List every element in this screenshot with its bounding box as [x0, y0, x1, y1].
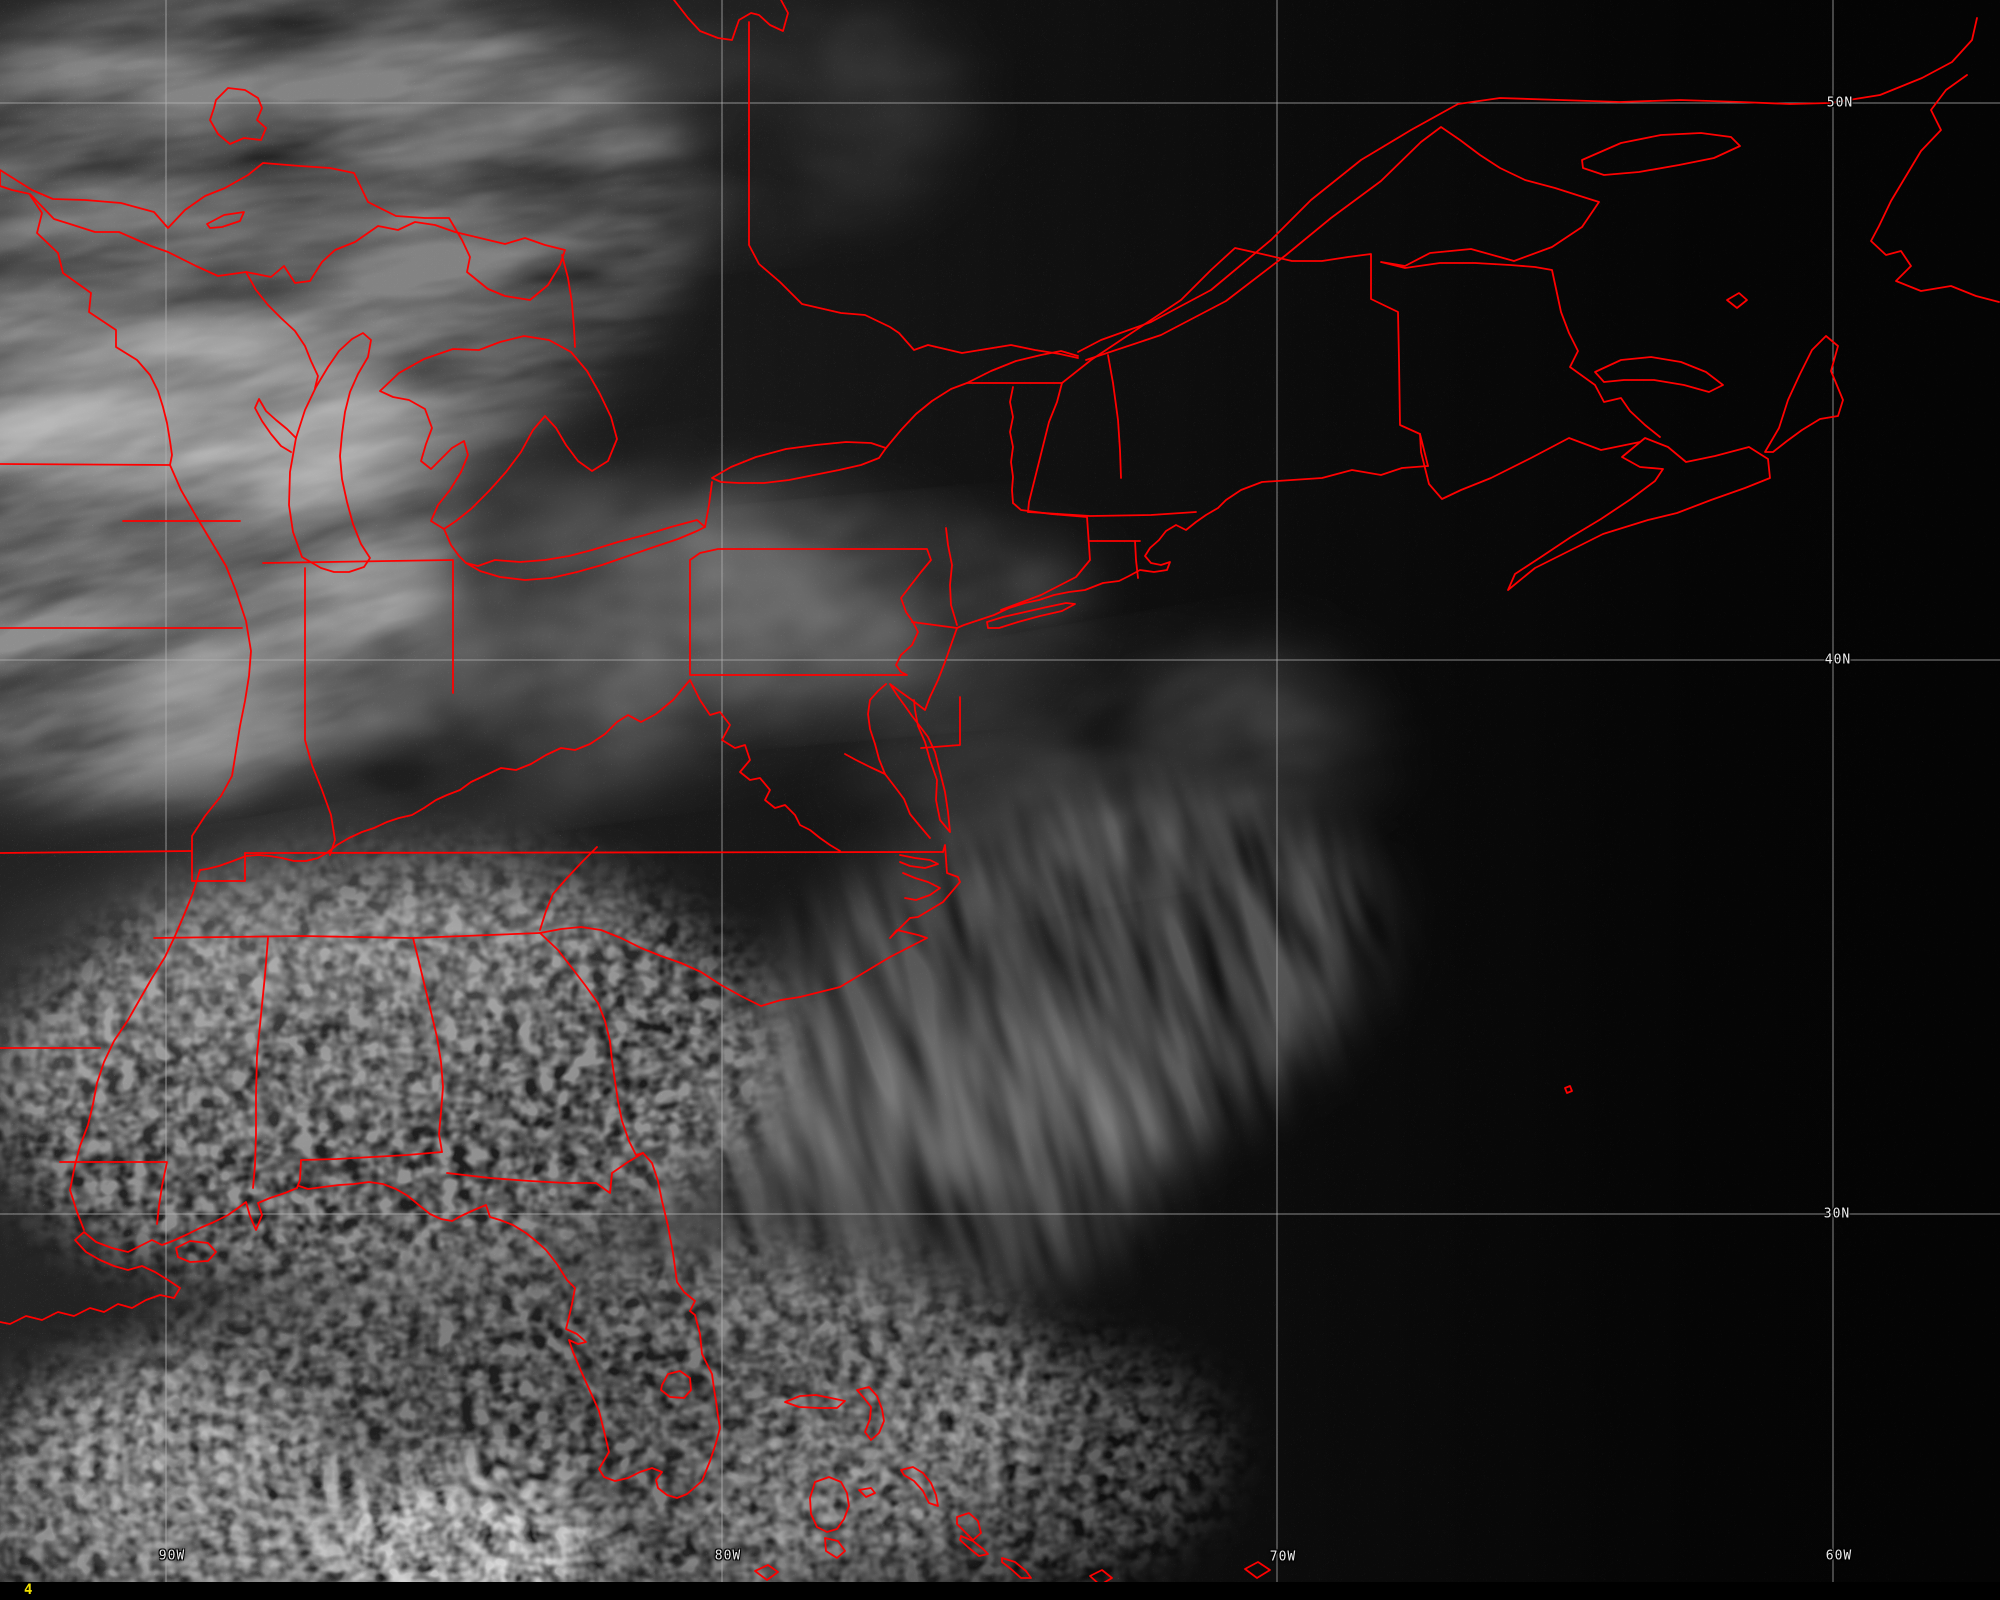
boundary-tn-south-35n	[153, 932, 541, 939]
boundary-cay-sal-bank	[754, 1564, 779, 1581]
boundary-lake-pontchartrain	[175, 1240, 217, 1263]
grid-label-90W: 90W	[158, 1548, 186, 1564]
grid-label-60W: 60W	[1825, 1548, 1853, 1564]
boundary-hudson-river	[945, 527, 958, 626]
caption-bar: 4 GOES-19 0.64 BAND 2NOV 19 2025 21:30 Z…	[0, 1582, 2000, 1600]
boundary-james-bay	[673, 0, 789, 41]
boundary-cat-island	[956, 1512, 982, 1541]
grid-label-40N: 40N	[1824, 652, 1852, 668]
boundary-fl-ga-border	[446, 1152, 644, 1194]
boundary-vt-nh-border	[1027, 382, 1063, 513]
boundary-ms-la-31n-pearl	[59, 1161, 168, 1225]
boundary-florida	[298, 1152, 721, 1499]
boundary-mississippi-lower	[69, 869, 201, 1231]
boundary-nb-fundy-coast	[1419, 433, 1641, 500]
boundary-al-fl-border	[296, 1151, 443, 1189]
boundary-cape-breton	[1764, 335, 1844, 453]
boundary-new-providence	[858, 1487, 876, 1498]
boundary-anticosti-island	[1581, 132, 1741, 176]
grid-label-70W: 70W	[1269, 1549, 1297, 1565]
boundary-eleuthera	[900, 1466, 939, 1507]
boundary-outer-banks	[909, 844, 961, 919]
boundary-potomac	[844, 753, 886, 775]
boundary-iles-madeleine	[1726, 292, 1748, 309]
cloud-southeast-cumulus	[0, 868, 769, 1292]
boundary-long-island	[986, 602, 1076, 629]
frame-number: 4	[24, 1582, 33, 1598]
cloud-imagery-layer	[0, 0, 1387, 1600]
boundary-mi-south-border	[262, 559, 454, 564]
boundary-ma-north-border	[1027, 511, 1197, 517]
boundary-albemarle-sound	[899, 854, 939, 869]
boundary-st-lawrence-north-shore	[1077, 17, 1978, 353]
boundary-il-in-wabash	[304, 567, 336, 856]
boundary-ohio-river	[199, 679, 691, 871]
grid-label-80W: 80W	[714, 1548, 742, 1564]
boundary-ottawa-river-on-qc	[748, 21, 1079, 359]
cloud-offshore-ne-haze	[853, 641, 1387, 879]
cloud-pa-md-pale-swath	[570, 522, 1090, 718]
boundary-turks-bank-1	[1244, 1561, 1271, 1579]
grid-label-30N: 30N	[1823, 1206, 1851, 1222]
boundary-mn-ia-border	[0, 463, 171, 466]
boundary-nc-sc-border	[539, 926, 801, 1007]
boundary-lake-ontario	[711, 441, 887, 484]
boundary-maine-north-border	[1061, 247, 1429, 467]
boundary-lake-nipigon	[209, 87, 267, 145]
boundary-nova-scotia	[1507, 437, 1771, 591]
boundary-chesapeake-west-shore	[867, 683, 931, 839]
boundary-st-lawrence-south-gaspe	[1085, 126, 1661, 438]
boundary-al-ms-border	[252, 937, 269, 1189]
cloud-quebec-wisps	[430, 0, 970, 242]
boundary-bermuda	[1564, 1085, 1573, 1094]
boundary-prince-edward-island	[1594, 356, 1724, 393]
caption-text: GOES-19 0.64 BAND 2NOV 19 2025 21:30 ZNA…	[0, 1582, 2000, 1600]
boundary-newfoundland-west	[1870, 74, 2000, 303]
boundary-lake-huron	[379, 335, 618, 530]
boundary-isle-royale	[206, 211, 245, 229]
boundary-lake-champlain-ny-vt	[1009, 386, 1014, 504]
boundary-delaware-md-border	[920, 696, 961, 749]
boundary-wi-mi-up-border	[245, 271, 319, 389]
boundary-nj-delmarva-coast	[889, 627, 958, 833]
boundary-lake-okeechobee	[660, 1370, 692, 1399]
boundary-st-clair-detroit	[443, 528, 467, 564]
boundary-andros	[809, 1476, 850, 1533]
boundary-nh-me-border	[1107, 354, 1122, 479]
boundary-ny-ma-ct-border	[1000, 502, 1091, 611]
boundary-mississippi-upper	[29, 194, 252, 882]
boundary-maine-new-england-coast	[956, 465, 1429, 629]
boundary-mo-ar-border	[0, 850, 193, 854]
boundary-lake-superior	[0, 162, 566, 301]
cloud-bahamas-speckle	[682, 1345, 1218, 1600]
boundary-grand-bahama	[784, 1394, 846, 1409]
boundary-pennsylvania	[689, 548, 932, 676]
boundary-long-island-bahamas	[1001, 1557, 1032, 1579]
boundary-exuma	[959, 1535, 989, 1557]
boundary-pamlico-sound	[902, 872, 941, 901]
boundary-sc-ga-savannah	[539, 932, 644, 1156]
cloud-bright-blob-sw-fl	[310, 1465, 610, 1600]
cloud-atlantic-streets-2	[617, 1016, 1183, 1344]
cloud-gulf-left-cumulus	[0, 1360, 350, 1600]
boundary-ga-al-border	[412, 937, 444, 1153]
boundary-wv-va-appalachian	[689, 679, 841, 852]
boundary-nj-ny-border	[911, 621, 958, 629]
boundary-st-marys-river	[561, 254, 576, 348]
boundary-green-bay	[254, 398, 297, 453]
boundary-nc-coast-south	[799, 917, 928, 998]
boundary-gulf-coast	[139, 1187, 298, 1247]
boundary-ct-ri-border	[1134, 540, 1139, 579]
boundary-tn-nc-diagonal	[539, 846, 598, 931]
boundary-lake-michigan	[288, 332, 372, 573]
boundary-la-coast-delta	[0, 1231, 181, 1325]
grid-label-50N: 50N	[1826, 95, 1854, 111]
boundary-ky-tn-va-nc-36n	[244, 851, 944, 854]
boundary-niagara-river	[704, 481, 713, 528]
boundary-andros-south	[824, 1537, 846, 1559]
boundary-abaco	[856, 1386, 885, 1441]
